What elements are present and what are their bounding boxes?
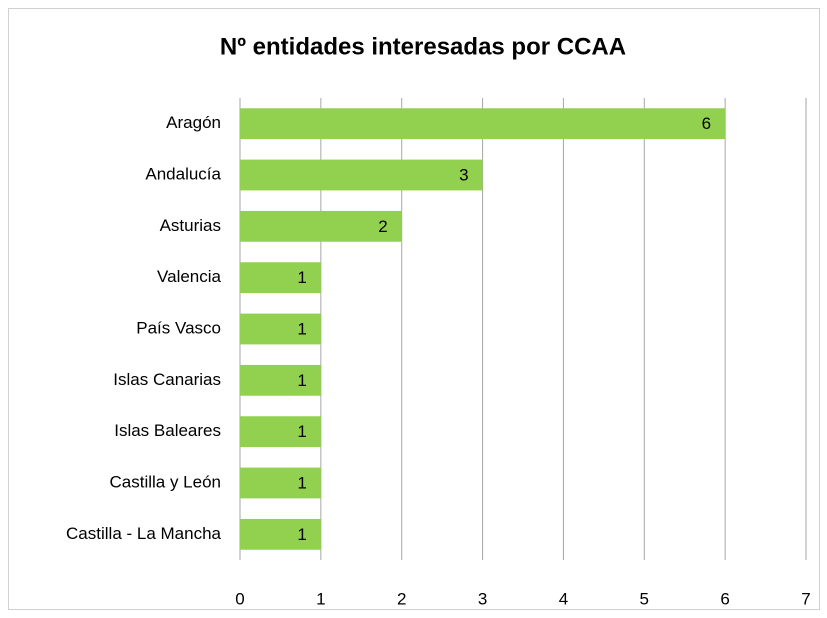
chart-title: Nº entidades interesadas por CCAA bbox=[220, 33, 626, 60]
bar bbox=[240, 518, 321, 550]
x-tick-label: 6 bbox=[720, 589, 729, 608]
bar bbox=[240, 364, 321, 396]
bar bbox=[240, 416, 321, 448]
x-tick-label: 4 bbox=[559, 589, 568, 608]
data-label: 1 bbox=[297, 319, 306, 338]
bar bbox=[240, 210, 402, 242]
x-tick-label: 0 bbox=[235, 589, 244, 608]
y-tick-label: País Vasco bbox=[136, 318, 221, 337]
data-label: 1 bbox=[297, 525, 306, 544]
data-label: 2 bbox=[378, 217, 387, 236]
x-tick-label: 7 bbox=[801, 589, 810, 608]
bar bbox=[240, 159, 483, 191]
y-tick-label: Castilla y León bbox=[109, 472, 221, 491]
y-tick-label: Andalucía bbox=[145, 164, 221, 183]
bar bbox=[240, 313, 321, 345]
x-tick-label: 5 bbox=[640, 589, 649, 608]
x-tick-label: 1 bbox=[316, 589, 325, 608]
y-tick-label: Islas Baleares bbox=[114, 421, 221, 440]
data-label: 1 bbox=[297, 371, 306, 390]
x-tick-label: 2 bbox=[397, 589, 406, 608]
data-label: 3 bbox=[459, 165, 468, 184]
chart-border bbox=[8, 8, 820, 610]
bar bbox=[240, 108, 726, 140]
y-tick-label: Asturias bbox=[160, 216, 221, 235]
data-label: 1 bbox=[297, 473, 306, 492]
data-label: 1 bbox=[297, 422, 306, 441]
y-tick-label: Islas Canarias bbox=[113, 370, 221, 389]
data-label: 6 bbox=[702, 114, 711, 133]
bar bbox=[240, 467, 321, 499]
y-tick-label: Aragón bbox=[166, 113, 221, 132]
y-tick-label: Castilla - La Mancha bbox=[66, 524, 222, 543]
x-tick-label: 3 bbox=[478, 589, 487, 608]
bar bbox=[240, 262, 321, 294]
y-tick-label: Valencia bbox=[157, 267, 221, 286]
data-label: 1 bbox=[297, 268, 306, 287]
